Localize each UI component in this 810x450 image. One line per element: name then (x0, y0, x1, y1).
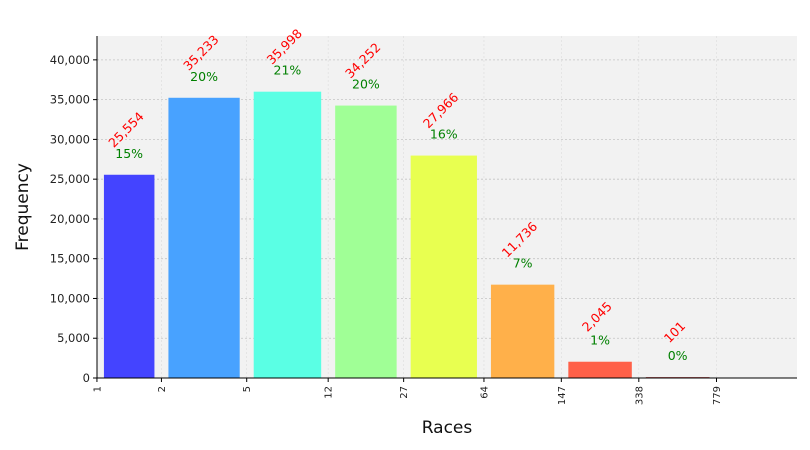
x-tick-label: 779 (712, 386, 723, 405)
bar (490, 284, 555, 378)
percent-label: 16% (430, 127, 458, 142)
y-tick-label: 35,000 (50, 93, 90, 107)
y-tick-label: 5,000 (57, 331, 90, 345)
x-tick-label: 2 (157, 386, 168, 392)
bar (253, 91, 322, 379)
bar (103, 174, 155, 378)
y-tick-label: 25,000 (50, 172, 90, 186)
bars (103, 91, 710, 379)
bar (568, 361, 632, 378)
bar (410, 155, 477, 378)
bar (335, 105, 397, 378)
y-axis-title: Frequency (13, 163, 33, 251)
percent-label: 7% (513, 256, 533, 271)
bar (168, 97, 240, 378)
x-tick-label: 1 (92, 386, 103, 392)
percent-label: 21% (274, 63, 302, 78)
y-tick-label: 40,000 (50, 53, 90, 67)
axes: 0 5,000 10,000 15,000 20,000 25,000 30,000 35,0… (50, 36, 797, 405)
x-tick-label: 64 (479, 386, 490, 399)
percent-label: 20% (352, 77, 380, 92)
x-tick-label: 12 (324, 386, 335, 399)
percent-label: 1% (590, 333, 610, 348)
y-tick-label: 15,000 (50, 252, 90, 266)
x-tick-label: 5 (242, 386, 253, 392)
x-tick-label: 147 (557, 386, 568, 405)
x-axis-title: Races (422, 418, 473, 438)
x-tick-label: 338 (634, 386, 645, 405)
percent-label: 20% (190, 69, 218, 84)
y-tick-label: 20,000 (50, 212, 90, 226)
y-tick-label: 30,000 (50, 132, 90, 146)
y-tick-label: 0 (83, 371, 90, 385)
y-tick-label: 10,000 (50, 291, 90, 305)
percent-label: 0% (668, 348, 688, 363)
percent-label: 15% (115, 146, 143, 161)
x-tick-label: 27 (399, 386, 410, 399)
